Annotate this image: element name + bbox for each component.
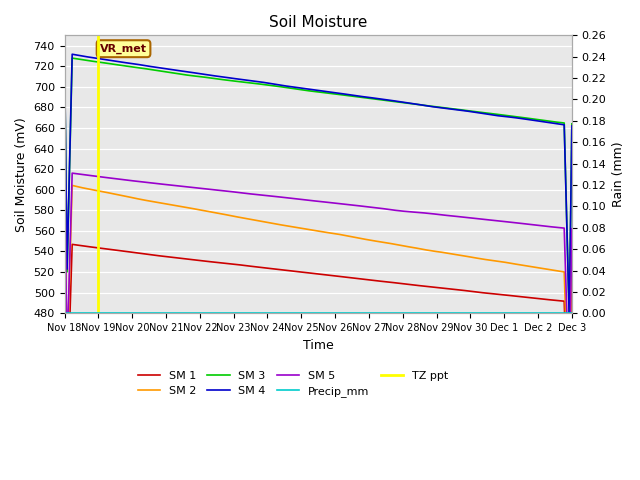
SM 5: [196, 185, 204, 191]
SM 1: [525, 295, 532, 300]
SM 4: [61, 50, 68, 56]
Line: SM 3: SM 3: [65, 57, 572, 319]
SM 5: [525, 221, 532, 227]
Precip_mm: [61, 311, 68, 316]
Legend: SM 1, SM 2, SM 3, SM 4, SM 5, Precip_mm, TZ ppt: SM 1, SM 2, SM 3, SM 4, SM 5, Precip_mm,…: [133, 366, 452, 401]
SM 2: [196, 207, 204, 213]
SM 1: [568, 299, 576, 305]
SM 3: [568, 121, 576, 127]
SM 1: [543, 297, 550, 302]
SM 3: [61, 54, 68, 60]
SM 1: [566, 443, 573, 449]
SM 3: [196, 74, 204, 80]
Precip_mm: [568, 311, 576, 316]
SM 5: [543, 223, 550, 229]
SM 4: [81, 54, 89, 60]
SM 2: [568, 270, 576, 276]
SM 3: [81, 57, 89, 63]
SM 4: [155, 65, 163, 71]
SM 2: [81, 185, 89, 191]
SM 3: [525, 115, 532, 121]
Line: SM 5: SM 5: [65, 172, 572, 394]
SM 5: [92, 173, 99, 179]
SM 5: [566, 391, 573, 396]
SM 1: [92, 245, 99, 251]
Text: VR_met: VR_met: [100, 44, 147, 54]
SM 1: [81, 243, 89, 249]
Line: SM 1: SM 1: [65, 243, 572, 446]
SM 3: [155, 68, 163, 74]
SM 1: [196, 258, 204, 264]
SM 2: [525, 263, 532, 269]
SM 4: [543, 120, 550, 125]
Y-axis label: Rain (mm): Rain (mm): [612, 142, 625, 207]
SM 3: [543, 118, 550, 124]
SM 2: [61, 180, 68, 186]
SM 5: [568, 226, 576, 232]
SM 2: [566, 422, 573, 428]
SM 3: [566, 316, 573, 322]
SM 2: [92, 187, 99, 193]
Precip_mm: [155, 311, 163, 316]
SM 3: [92, 59, 99, 64]
SM 2: [155, 200, 163, 205]
Title: Soil Moisture: Soil Moisture: [269, 15, 367, 30]
SM 5: [61, 169, 68, 175]
Precip_mm: [81, 311, 89, 316]
Y-axis label: Soil Moisture (mV): Soil Moisture (mV): [15, 117, 28, 232]
SM 4: [566, 317, 573, 323]
Line: SM 4: SM 4: [65, 53, 572, 320]
SM 4: [525, 117, 532, 122]
Precip_mm: [543, 311, 550, 316]
SM 4: [196, 71, 204, 77]
Precip_mm: [92, 311, 99, 316]
SM 2: [543, 266, 550, 272]
Precip_mm: [525, 311, 532, 316]
SM 5: [81, 172, 89, 178]
SM 5: [155, 181, 163, 187]
SM 1: [155, 253, 163, 259]
X-axis label: Time: Time: [303, 338, 333, 351]
SM 1: [61, 240, 68, 246]
Precip_mm: [196, 311, 204, 316]
SM 4: [92, 55, 99, 61]
SM 4: [568, 123, 576, 129]
Line: SM 2: SM 2: [65, 183, 572, 425]
